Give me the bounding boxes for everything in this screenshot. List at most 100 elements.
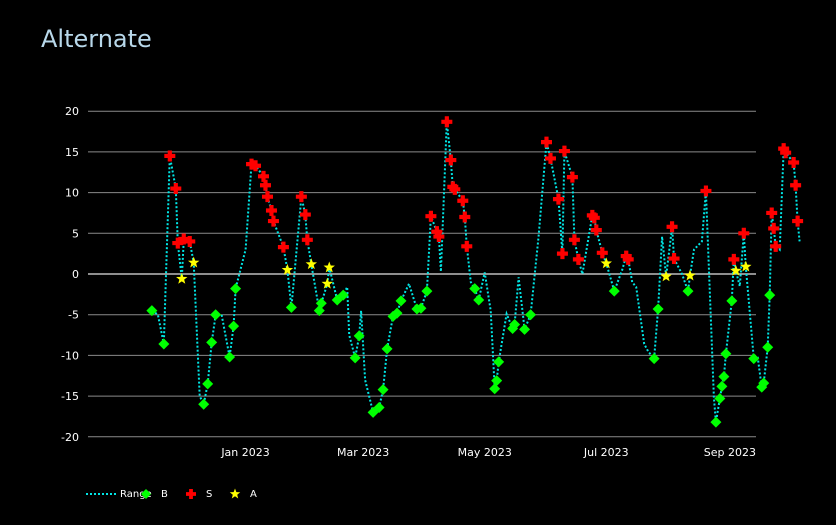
cross-marker (792, 215, 804, 227)
star-marker (305, 258, 318, 270)
diamond-marker (224, 351, 236, 363)
diamond-marker (421, 285, 433, 297)
cross-marker (766, 207, 778, 219)
star-marker (321, 277, 333, 289)
diamond-marker (206, 336, 218, 348)
y-tick-label: -15 (61, 390, 79, 403)
diamond-marker (146, 305, 158, 317)
cross-marker (184, 235, 196, 247)
cross-marker (186, 489, 196, 499)
cross-marker (544, 152, 556, 164)
diamond-marker (718, 371, 730, 383)
cross-marker (568, 234, 580, 246)
x-tick-label: May 2023 (458, 446, 512, 459)
cross-marker (261, 191, 273, 203)
cross-marker (566, 171, 578, 183)
cross-marker (668, 253, 680, 265)
cross-marker (596, 247, 608, 259)
y-tick-label: -10 (61, 349, 79, 362)
diamond-marker (469, 283, 481, 295)
diamond-marker (648, 353, 660, 365)
cross-marker (295, 191, 307, 203)
y-tick-label: 20 (65, 105, 79, 118)
y-tick-label: 0 (72, 268, 79, 281)
x-tick-label: Jul 2023 (583, 446, 629, 459)
cross-marker (738, 227, 750, 239)
legend-label-b: B (161, 489, 168, 500)
diamond-marker (395, 295, 407, 307)
diamond-marker (762, 341, 774, 353)
cross-marker (666, 221, 678, 233)
cross-marker (780, 147, 792, 159)
diamond-marker (473, 294, 485, 306)
cross-marker (172, 237, 184, 249)
x-tick-label: Jan 2023 (220, 446, 269, 459)
cross-marker (301, 234, 313, 246)
cross-marker (700, 185, 712, 197)
star-marker (660, 270, 672, 282)
diamond-marker (349, 352, 361, 364)
diamond-marker (415, 302, 427, 314)
cross-marker (265, 205, 277, 217)
cross-marker (457, 195, 469, 207)
diamond-marker (315, 297, 327, 309)
diamond-marker (202, 378, 214, 390)
diamond-marker (764, 289, 776, 301)
legend-label-range: Range (120, 489, 152, 500)
star-marker (176, 272, 188, 284)
star-marker (600, 257, 612, 269)
cross-marker (770, 240, 782, 252)
chart-title: Alternate (41, 25, 152, 53)
cross-marker (250, 160, 262, 172)
diamond-marker (285, 301, 297, 313)
x-tick-label: Mar 2023 (337, 446, 389, 459)
star-marker (730, 264, 742, 276)
diamond-marker (509, 318, 521, 330)
y-tick-label: 10 (65, 187, 79, 200)
cross-marker (768, 222, 780, 234)
star-marker (684, 269, 696, 281)
cross-marker (622, 253, 634, 265)
cross-marker (558, 145, 570, 157)
legend: Range B S A (86, 488, 257, 500)
y-tick-label: 5 (72, 227, 79, 240)
diamond-marker (210, 309, 222, 321)
diamond-marker (198, 398, 210, 410)
star-marker (229, 488, 241, 499)
markers (146, 116, 804, 428)
cross-marker (445, 154, 457, 166)
legend-label-a: A (250, 489, 257, 500)
diamond-marker (716, 380, 728, 392)
cross-marker (170, 183, 182, 195)
star-marker (740, 260, 752, 272)
x-tick-label: Sep 2023 (704, 446, 756, 459)
diamond-marker (682, 285, 694, 297)
cross-marker (788, 156, 800, 168)
x-axis-ticks: Jan 2023 Mar 2023 May 2023 Jul 2023 Sep 2023 (220, 446, 756, 459)
cross-marker (267, 215, 279, 227)
cross-marker (590, 224, 602, 236)
diamond-marker (726, 295, 738, 307)
star-marker (281, 263, 294, 275)
cross-marker (552, 193, 564, 205)
cross-marker (299, 209, 311, 221)
cross-marker (277, 241, 289, 253)
y-tick-label: 15 (65, 146, 79, 159)
cross-marker (441, 116, 453, 128)
diamond-marker (373, 401, 385, 413)
cross-marker (556, 248, 568, 260)
diamond-marker (489, 383, 501, 395)
cross-marker (257, 170, 269, 182)
diamond-marker (381, 343, 393, 355)
diamond-marker (391, 307, 403, 319)
cross-marker (259, 179, 271, 191)
diamond-marker (714, 393, 726, 405)
cross-marker (588, 212, 600, 224)
diamond-marker (158, 338, 170, 350)
cross-marker (540, 136, 552, 148)
cross-marker (164, 150, 176, 162)
diamond-marker (493, 356, 505, 368)
diamond-marker (377, 384, 389, 396)
range-line-path (151, 121, 801, 423)
